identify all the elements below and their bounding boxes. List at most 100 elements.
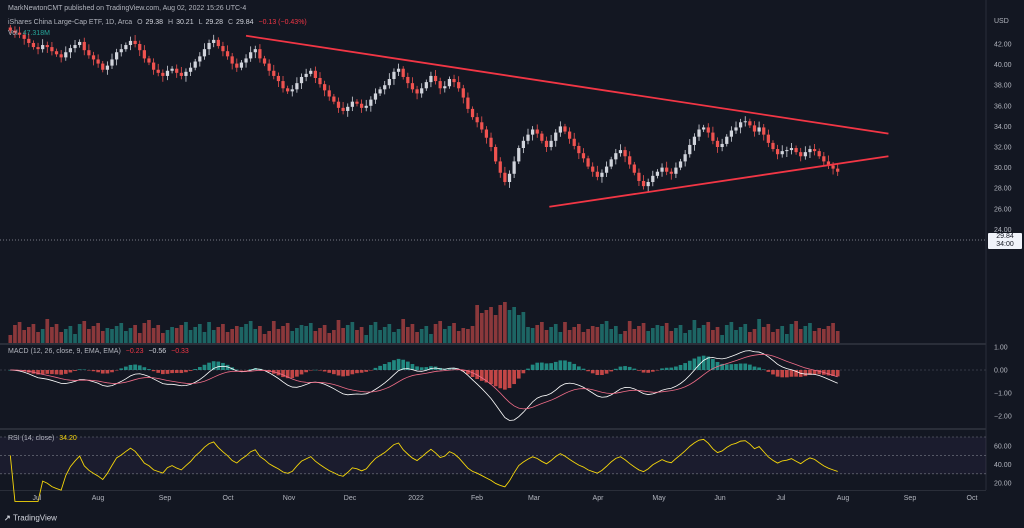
candle-body [614, 153, 618, 160]
macd-histogram-bar [313, 369, 318, 371]
candle-body [517, 148, 521, 162]
volume-bar [59, 332, 64, 343]
macd-histogram-bar [345, 370, 350, 376]
macd-histogram-bar [479, 370, 484, 381]
candle-body [373, 93, 378, 100]
macd-histogram-bar [350, 370, 355, 375]
volume-bar [308, 323, 313, 343]
volume-bar [812, 331, 817, 343]
volume-bar [646, 331, 651, 343]
volume-bar [794, 321, 798, 343]
macd-histogram-bar [355, 370, 359, 374]
volume-bar [91, 326, 96, 343]
macd-histogram-bar [424, 367, 429, 370]
macd-histogram-bar [378, 365, 382, 370]
volume-bar [438, 321, 443, 343]
volume-bar [271, 321, 276, 343]
candle-body [725, 136, 729, 144]
volume-bar [720, 335, 724, 343]
candle-body [184, 71, 188, 76]
candle-body [766, 134, 770, 143]
macd-histogram-bar [780, 370, 785, 378]
volume-label: Vol [8, 30, 18, 37]
macd-histogram-bar [405, 361, 410, 370]
volume-bar [563, 322, 567, 343]
volume-bar [8, 335, 13, 343]
macd-pane[interactable] [0, 350, 986, 421]
candle-body [249, 52, 253, 59]
candle-body [632, 164, 636, 173]
macd-histogram-bar [211, 361, 216, 370]
volume-legend[interactable]: Vol 47.318M [8, 30, 53, 37]
volume-bar [738, 327, 743, 343]
volume-bar [442, 329, 447, 343]
volume-bar [368, 325, 373, 343]
volume-bar [641, 323, 646, 343]
candle-body [831, 165, 835, 169]
rsi-legend[interactable]: RSI (14, close) 34.20 [8, 435, 80, 442]
volume-bar [535, 325, 540, 343]
macd-histogram-bar [170, 370, 174, 374]
macd-histogram-bar [637, 370, 641, 371]
candle-body [752, 125, 757, 132]
candle-body [780, 151, 784, 155]
candle-body [808, 149, 812, 153]
publisher-text: MarkNewtonCMT published on TradingView.c… [8, 5, 247, 12]
volume-bar [475, 305, 480, 343]
volume-bar [701, 325, 706, 343]
axes: 42.00 40.00 38.00 36.00 34.00 32.00 30.00 28.00… [33, 42, 1012, 503]
candle-body [775, 149, 780, 155]
volume-bar [808, 323, 812, 343]
volume-bar [817, 328, 822, 343]
macd-histogram-bar [512, 370, 516, 385]
macd-histogram-bar [701, 355, 706, 370]
volume-bar [327, 333, 332, 343]
candle-body [549, 140, 553, 147]
macd-histogram-bar [784, 370, 789, 378]
volume-bar [697, 328, 701, 343]
macd-legend[interactable]: MACD (12, 26, close, 9, EMA, EMA) −0.23 … [8, 348, 192, 355]
tradingview-logo[interactable]: ↗ TradingView [4, 513, 57, 522]
macd-histogram-bar [678, 364, 683, 370]
time-tick-label: 2022 [408, 495, 424, 502]
rsi-pane[interactable] [0, 436, 986, 502]
candle-body [415, 89, 419, 94]
price-tick-label: 42.00 [994, 42, 1012, 49]
candle-body [128, 40, 133, 46]
candle-body [165, 70, 170, 76]
volume-bar [752, 329, 757, 343]
volume-bar [706, 322, 711, 343]
rsi-tick-label: 40.00 [994, 462, 1012, 469]
pane-divider [0, 490, 986, 491]
volume-bar [553, 324, 558, 343]
macd-histogram-bar [308, 370, 313, 371]
macd-histogram-bar [174, 370, 179, 373]
volume-bar [419, 329, 424, 343]
volume-bar [63, 329, 68, 343]
macd-histogram-bar [40, 370, 45, 375]
macd-histogram-bar [299, 370, 304, 375]
macd-histogram-bar [669, 367, 674, 370]
volume-bar [715, 327, 720, 343]
volume-bar [609, 329, 614, 343]
last-price-tag: 29.84 34:00 [988, 233, 1022, 249]
candle-body [424, 82, 428, 89]
macd-histogram-bar [82, 369, 87, 370]
candle-body [461, 88, 465, 98]
volume-bar [650, 328, 655, 343]
volume-bar [447, 326, 452, 343]
candle-body [739, 122, 743, 128]
volume-bar [674, 328, 678, 343]
volume-bar [664, 323, 669, 343]
candle-body [507, 173, 512, 183]
price-pane[interactable] [8, 24, 889, 208]
macd-histogram-bar [660, 368, 664, 370]
macd-histogram-bar [752, 366, 757, 370]
rsi-value: 34.20 [59, 435, 77, 442]
candle-body [812, 149, 817, 152]
volume-bar [124, 331, 128, 343]
candle-body [711, 132, 715, 141]
symbol-name[interactable]: iShares China Large-Cap ETF, 1D, Arca [8, 19, 133, 26]
